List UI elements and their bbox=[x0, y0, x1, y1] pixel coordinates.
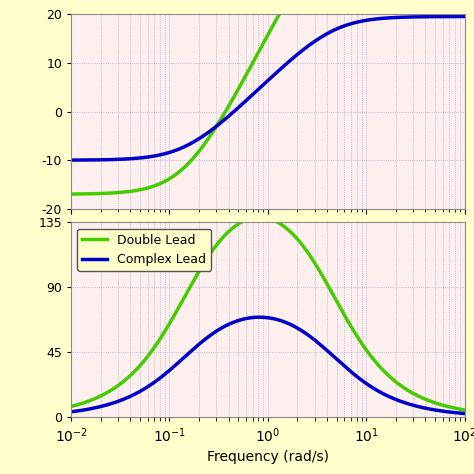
Legend: Double Lead, Complex Lead: Double Lead, Complex Lead bbox=[77, 229, 211, 271]
X-axis label: Frequency (rad/s): Frequency (rad/s) bbox=[207, 450, 329, 465]
